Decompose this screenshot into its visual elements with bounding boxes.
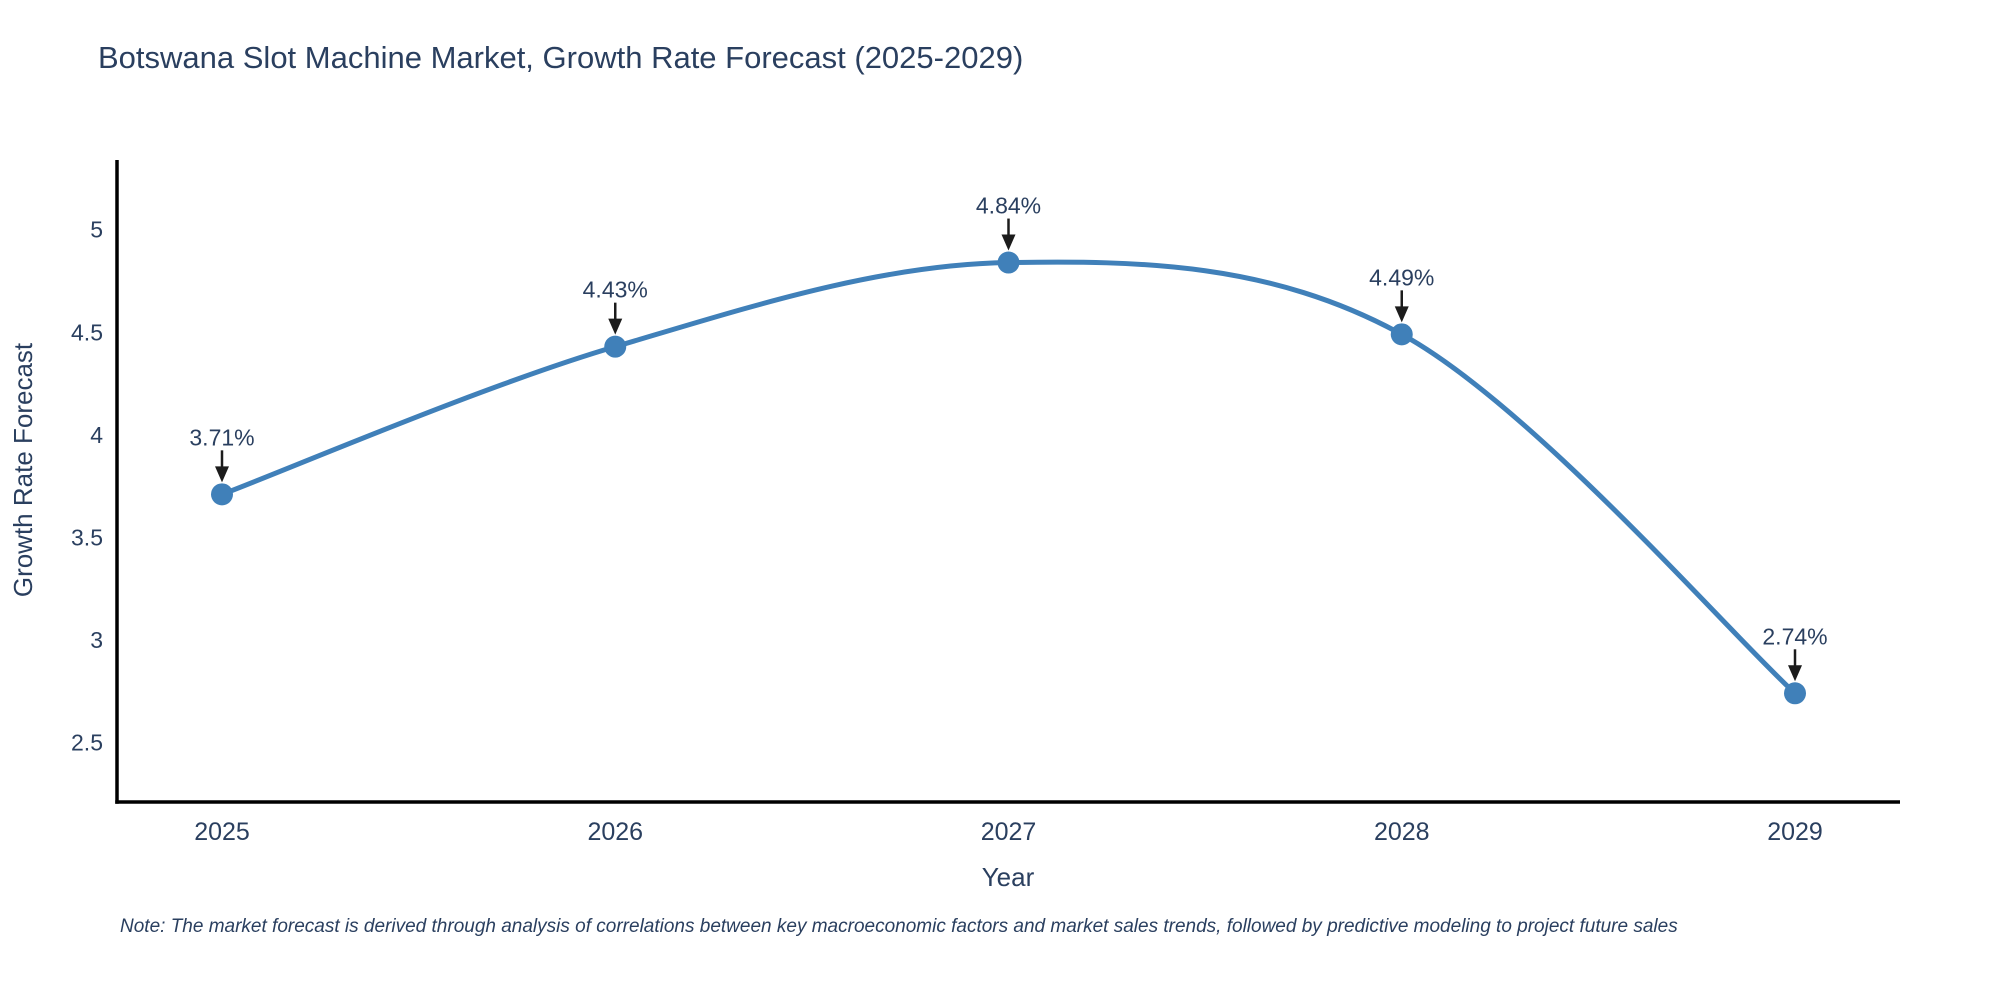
point-value-label: 4.43%: [583, 277, 648, 303]
footnote: Note: The market forecast is derived thr…: [120, 916, 1678, 937]
x-tick-label: 2028: [1374, 818, 1430, 846]
y-axis-title: Growth Rate Forecast: [8, 342, 38, 597]
point-value-label: 3.71%: [189, 424, 254, 450]
data-point-marker: [604, 335, 627, 358]
x-tick-label: 2026: [587, 818, 643, 846]
point-value-label: 4.84%: [976, 193, 1041, 219]
x-axis-title: Year: [982, 862, 1035, 892]
y-tick-label: 3.5: [71, 524, 103, 550]
series-layer: [211, 251, 1806, 705]
data-point-marker: [997, 251, 1020, 274]
y-tick-label: 5: [90, 217, 103, 243]
annotation-arrow-head: [1001, 234, 1016, 251]
data-point-marker: [211, 483, 233, 506]
y-tick-label: 4: [90, 422, 103, 448]
point-value-label: 2.74%: [1762, 623, 1827, 649]
annotation-arrow-head: [1788, 665, 1802, 682]
data-point-marker: [1784, 682, 1806, 705]
tick-labels-layer: 2.5 3 3.5 4 4.5 5 2025 2026 2027 2028 2029: [71, 217, 1823, 846]
annotation-arrow-head: [608, 318, 623, 335]
y-tick-label: 3: [90, 627, 103, 653]
x-tick-label: 2025: [194, 818, 250, 846]
x-tick-label: 2027: [981, 818, 1037, 846]
y-tick-label: 4.5: [71, 319, 103, 345]
point-value-label: 4.49%: [1369, 264, 1434, 290]
forecast-line: [219, 259, 1798, 696]
x-tick-label: 2029: [1767, 818, 1823, 846]
annotation-arrow-head: [215, 466, 229, 483]
chart-title: Botswana Slot Machine Market, Growth Rat…: [98, 40, 1023, 75]
annotations-layer: 3.71% 4.43% 4.84% 4.49% 2.74%: [189, 193, 1828, 682]
annotation-arrow-head: [1394, 306, 1409, 323]
data-point-marker: [1390, 323, 1413, 346]
y-tick-label: 2.5: [71, 730, 103, 756]
axes-layer: [115, 160, 1900, 804]
